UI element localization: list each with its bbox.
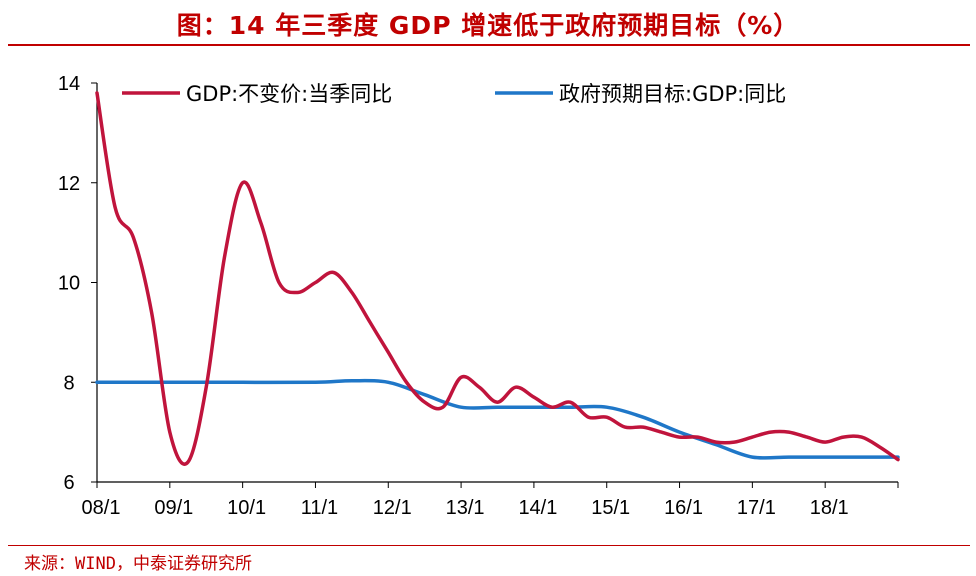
x-tick-label: 08/1 [82, 497, 121, 519]
x-tick-label: 17/1 [737, 497, 776, 519]
y-tick-label: 10 [58, 273, 80, 295]
x-tick-label: 11/1 [301, 497, 338, 519]
title-divider [8, 44, 970, 46]
gdp-target-line [95, 378, 900, 460]
x-tick-label: 10/1 [227, 497, 266, 519]
y-tick-label: 8 [63, 372, 74, 394]
legend: GDP:不变价:当季同比 政府预期目标:GDP:同比 [122, 82, 786, 106]
axes: 6 8 10 12 14 08/1 09/1 10/1 11/1 12/1 13/1 14/1 15/1… [58, 73, 899, 519]
y-tick-label: 14 [58, 73, 80, 95]
x-tick-label: 09/1 [154, 497, 193, 519]
legend-label: 政府预期目标:GDP:同比 [559, 82, 786, 106]
x-tick-label: 12/1 [373, 497, 412, 519]
gdp-quarterly-yoy-line [95, 91, 900, 466]
y-tick-label: 12 [58, 173, 80, 195]
chart-title: 图：14 年三季度 GDP 增速低于政府预期目标（%） [176, 11, 800, 40]
x-tick-label: 14/1 [518, 497, 557, 519]
y-tick-label: 6 [63, 472, 74, 494]
legend-label: GDP:不变价:当季同比 [186, 82, 392, 106]
x-tick-label: 13/1 [446, 497, 485, 519]
source-note: 来源：WIND，中泰证券研究所 [24, 554, 252, 574]
footer-divider [8, 545, 970, 546]
series-lines [95, 91, 900, 466]
x-tick-label: 15/1 [591, 497, 630, 519]
x-tick-label: 18/1 [810, 497, 849, 519]
x-tick-label: 16/1 [664, 497, 703, 519]
